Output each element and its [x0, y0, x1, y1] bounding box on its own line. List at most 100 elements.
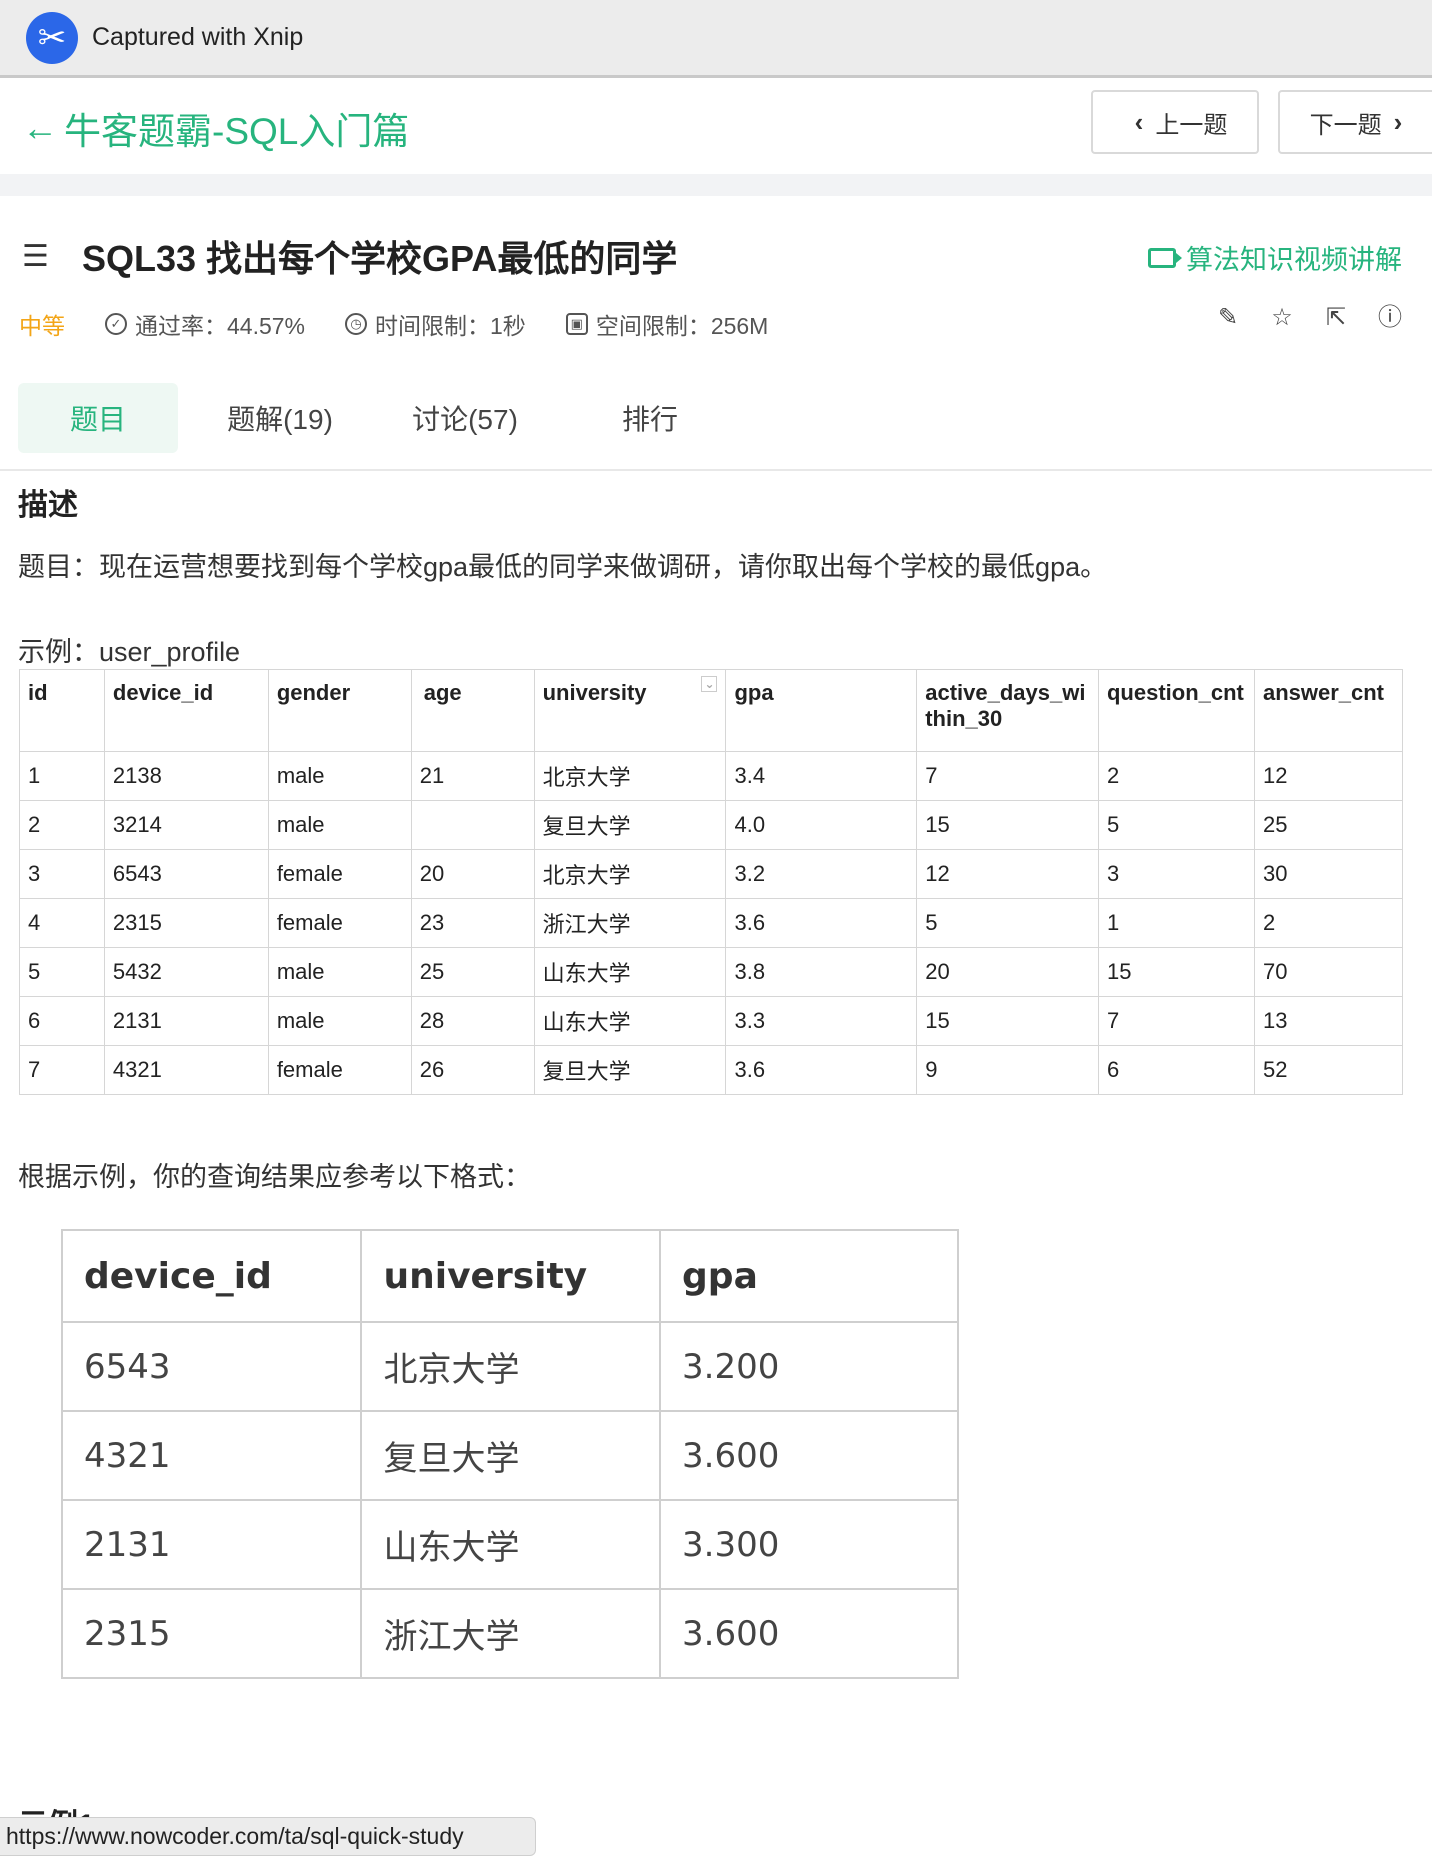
cell: 52	[1253, 1045, 1404, 1095]
video-camera-icon	[1148, 247, 1182, 268]
cell	[410, 800, 535, 850]
status-url-bar: https://www.nowcoder.com/ta/sql-quick-st…	[0, 1817, 536, 1856]
cell: 1	[19, 751, 105, 801]
xnip-capture-bar: ✂ Captured with Xnip	[0, 0, 1432, 78]
table-row: 5 5432 male 25 山东大学 3.8 20 15 70	[19, 947, 1404, 997]
cell: 5432	[103, 947, 269, 997]
cell: 70	[1253, 947, 1404, 997]
cell: 山东大学	[360, 1499, 662, 1590]
cell: 3.600	[659, 1410, 959, 1501]
arrow-left-icon: ←	[22, 106, 58, 148]
cell: 15	[916, 800, 1099, 850]
header-university: university	[360, 1229, 662, 1323]
cell: 13	[1253, 996, 1404, 1046]
cell: 7	[1097, 996, 1255, 1046]
tab-discussion[interactable]: 讨论(57)	[412, 404, 518, 435]
video-explain-link[interactable]: 算法知识视频讲解	[1148, 238, 1402, 277]
table-row: 2315 浙江大学 3.600	[60, 1588, 959, 1679]
cell: 25	[1253, 800, 1404, 850]
cell: 复旦大学	[533, 1045, 727, 1095]
header-gpa: gpa	[725, 669, 918, 752]
cell: 4	[19, 898, 105, 948]
cell: female	[267, 849, 412, 899]
question-title: SQL33 找出每个学校GPA最低的同学	[82, 238, 678, 279]
cell: male	[267, 751, 412, 801]
share-icon[interactable]: ⇱	[1325, 304, 1347, 331]
cell: 7	[916, 751, 1099, 801]
chip-icon: ▣	[565, 313, 588, 335]
cell: 3.6	[725, 1045, 918, 1095]
table-row: 6 2131 male 28 山东大学 3.3 15 7 13	[19, 996, 1404, 1046]
next-question-button[interactable]: 下一题 ›	[1278, 90, 1432, 154]
table-row: 2 3214 male 复旦大学 4.0 15 5 25	[19, 800, 1404, 850]
cell: 3.3	[725, 996, 918, 1046]
difficulty-badge: 中等	[19, 313, 65, 339]
star-icon[interactable]: ☆	[1271, 304, 1293, 331]
back-link[interactable]: ← 牛客题霸-SQL入门篇	[22, 101, 409, 155]
clock-icon: ◷	[345, 313, 368, 335]
cell: 5	[19, 947, 105, 997]
cell: 1	[1097, 898, 1255, 948]
table-row: 2131 山东大学 3.300	[60, 1499, 959, 1590]
cell: 北京大学	[533, 849, 727, 899]
table-header-row: device_id university gpa	[60, 1229, 959, 1323]
cell: 3.4	[725, 751, 918, 801]
table-row: 7 4321 female 26 复旦大学 3.6 9 6 52	[19, 1045, 1404, 1095]
cell: 山东大学	[533, 996, 727, 1046]
header-id: id	[19, 669, 105, 752]
question-meta-row: 中等 ✓ 通过率：44.57% ◷ 时间限制：1秒 ▣ 空间限制：256M ✎ …	[0, 304, 1432, 344]
cell: 2	[19, 800, 105, 850]
edit-icon[interactable]: ✎	[1217, 304, 1239, 331]
cell: 2	[1253, 898, 1404, 948]
xnip-title: Captured with Xnip	[92, 23, 304, 51]
table-row: 4321 复旦大学 3.600	[60, 1410, 959, 1501]
cell: male	[267, 800, 412, 850]
question-tabs: 题目 题解(19) 讨论(57) 排行	[0, 383, 1432, 471]
tab-question[interactable]: 题目	[18, 383, 178, 453]
cell: 3214	[103, 800, 269, 850]
description-heading: 描述	[18, 489, 78, 522]
cell: 3.200	[659, 1321, 959, 1412]
cell: 7	[19, 1045, 105, 1095]
cell: female	[267, 1045, 412, 1095]
prev-question-button[interactable]: ‹ 上一题	[1091, 90, 1259, 154]
list-menu-icon[interactable]: ☰	[22, 239, 49, 273]
table-row: 4 2315 female 23 浙江大学 3.6 5 1 2	[19, 898, 1404, 948]
report-icon[interactable]: ⓘ	[1378, 304, 1402, 331]
cell: 3.600	[659, 1588, 959, 1679]
description-text: 题目：现在运营想要找到每个学校gpa最低的同学来做调研，请你取出每个学校的最低g…	[18, 552, 1108, 582]
cell: 3	[19, 849, 105, 899]
sort-toggle-icon[interactable]: ⌄	[701, 676, 718, 692]
header-age: age	[410, 669, 535, 752]
cell: 20	[916, 947, 1099, 997]
cell: 2138	[103, 751, 269, 801]
table-header-row: id device_id gender age ⌄ university gpa …	[19, 669, 1404, 752]
cell: 5	[916, 898, 1099, 948]
result-format-label: 根据示例，你的查询结果应参考以下格式：	[18, 1162, 531, 1192]
cell: 23	[410, 898, 535, 948]
header-gpa: gpa	[659, 1229, 959, 1323]
table-row: 3 6543 female 20 北京大学 3.2 12 3 30	[19, 849, 1404, 899]
cell: 浙江大学	[360, 1588, 662, 1679]
pass-rate-text: 通过率：44.57%	[135, 313, 306, 339]
table-row: 1 2138 male 21 北京大学 3.4 7 2 12	[19, 751, 1404, 801]
cell: 6543	[60, 1321, 363, 1412]
cell: 4321	[60, 1410, 363, 1501]
cell: 复旦大学	[360, 1410, 662, 1501]
header-device-id: device_id	[60, 1229, 363, 1323]
cell: 5	[1097, 800, 1255, 850]
cell: 6543	[103, 849, 269, 899]
prev-question-label: 上一题	[1155, 111, 1228, 139]
tab-solutions[interactable]: 题解(19)	[227, 404, 333, 435]
cell: 北京大学	[360, 1321, 662, 1412]
cell: 2	[1097, 751, 1255, 801]
tab-ranking[interactable]: 排行	[621, 404, 678, 435]
user-profile-table: id device_id gender age ⌄ university gpa …	[19, 669, 1404, 1095]
header-device-id: device_id	[103, 669, 269, 752]
cell: 2131	[60, 1499, 363, 1590]
header-active-days: active_days_within_30	[916, 669, 1099, 752]
cell: 复旦大学	[533, 800, 727, 850]
cell: 3.2	[725, 849, 918, 899]
space-limit-text: 空间限制：256M	[595, 313, 769, 339]
check-circle-icon: ✓	[105, 313, 127, 335]
